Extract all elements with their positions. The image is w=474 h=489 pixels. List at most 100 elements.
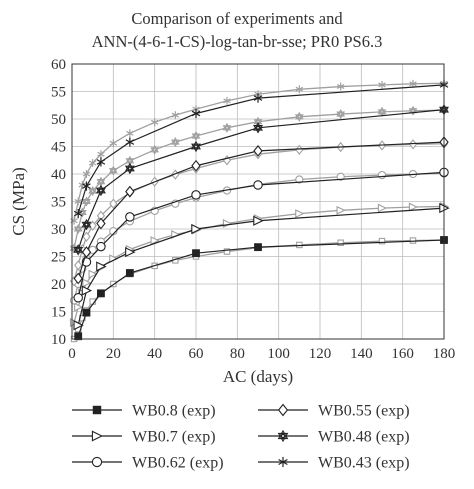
y-tick-label: 55: [51, 85, 66, 101]
ann-point: [82, 278, 92, 288]
legend-marker: [91, 430, 104, 442]
marker-shape: [377, 109, 387, 117]
ann-point: [126, 129, 134, 138]
marker-shape: [223, 98, 231, 104]
y-tick-label: 20: [51, 277, 66, 293]
x-tick-label: 140: [350, 346, 373, 362]
marker-shape: [295, 175, 304, 184]
legend-label: WB0.8 (exp): [132, 403, 216, 420]
marker-shape: [125, 212, 135, 222]
exp-point: [191, 190, 201, 200]
marker-shape: [223, 248, 231, 255]
ann-point: [336, 172, 345, 181]
marker-shape: [73, 247, 84, 256]
marker-shape: [84, 199, 89, 204]
tick-labels: 0 20 40 60 80 100 120 140 160 180 10 15 20 25 30 35 40 45…: [51, 57, 455, 362]
marker-shape: [380, 110, 384, 114]
legend: WB0.8 (exp) WB0.7 (exp) WB0.62 (exp) WB0.55…: [72, 403, 410, 472]
marker-shape: [280, 433, 286, 439]
ann-point: [82, 231, 91, 242]
marker-shape: [253, 144, 263, 157]
marker-shape: [82, 278, 92, 288]
exp-curve: [77, 239, 445, 337]
exp-point: [125, 212, 135, 222]
legend-marker: [278, 456, 288, 468]
marker-shape: [191, 159, 201, 172]
y-tick-label: 45: [51, 140, 66, 156]
marker-shape: [92, 405, 102, 415]
chart-title-line-2: ANN-(4-6-1-CS)-log-tan-br-sse; PR0 PS6.3: [91, 32, 383, 51]
marker-shape: [128, 159, 132, 163]
legend-label: WB0.62 (exp): [132, 455, 224, 472]
marker-shape: [173, 140, 178, 144]
marker-shape: [88, 188, 98, 197]
marker-shape: [222, 125, 232, 133]
marker-shape: [378, 82, 386, 88]
ann-point: [150, 144, 160, 155]
marker-shape: [297, 115, 302, 119]
marker-shape: [74, 199, 82, 204]
marker-shape: [408, 202, 419, 212]
ann-point: [170, 137, 180, 148]
exp-point: [82, 181, 91, 191]
exp-point: [125, 269, 134, 277]
x-tick-label: 60: [189, 346, 204, 362]
legend-entry: WB0.55 (exp): [258, 403, 410, 420]
marker-shape: [111, 168, 116, 173]
marker-shape: [73, 210, 83, 217]
marker-shape: [73, 272, 83, 285]
ann-point: [295, 85, 304, 94]
marker-shape: [73, 226, 83, 235]
x-tick-label: 80: [230, 346, 245, 362]
marker-shape: [88, 269, 98, 279]
ann-point: [408, 139, 418, 150]
marker-shape: [78, 182, 87, 188]
marker-shape: [338, 112, 343, 116]
marker-shape: [336, 111, 346, 120]
ann-point: [88, 185, 98, 197]
ann-point: [336, 82, 345, 91]
legend-marker: [277, 403, 289, 417]
marker-shape: [96, 261, 107, 272]
marker-shape: [73, 292, 83, 303]
exp-point: [253, 93, 263, 103]
plot-frame: [71, 63, 445, 340]
ann-point: [408, 105, 418, 116]
marker-shape: [73, 320, 84, 331]
marker-shape: [76, 247, 81, 252]
exp-point: [191, 223, 202, 235]
ann-point: [222, 219, 233, 228]
exp-point: [82, 308, 91, 317]
marker-shape: [254, 243, 262, 252]
marker-shape: [191, 110, 201, 117]
legend-entry: WB0.62 (exp): [72, 455, 224, 472]
marker-shape: [127, 166, 132, 171]
exp-point: [253, 215, 264, 226]
exp-point: [191, 159, 201, 172]
x-axis-label: AC (days): [223, 367, 293, 386]
exp-point: [81, 285, 93, 296]
y-axis-label: CS (MPa): [9, 167, 28, 235]
marker-shape: [125, 247, 136, 258]
marker-shape: [124, 165, 135, 175]
exp-point: [253, 122, 263, 134]
x-tick-label: 20: [106, 346, 121, 362]
marker-shape: [88, 160, 97, 166]
marker-shape: [82, 183, 91, 189]
ann-point: [108, 165, 118, 176]
exp-point: [73, 272, 83, 285]
ann-point: [88, 269, 98, 279]
ann-point: [408, 202, 419, 212]
y-tick-label: 35: [51, 195, 66, 211]
exp-point: [191, 108, 201, 119]
ann-point: [222, 122, 232, 133]
legend-entry: WB0.8 (exp): [72, 403, 216, 420]
exp-point: [73, 292, 83, 303]
x-tick-label: 120: [309, 346, 332, 362]
marker-shape: [96, 179, 106, 187]
marker-shape: [82, 308, 91, 317]
legend-marker: [277, 429, 289, 443]
marker-shape: [81, 246, 92, 259]
marker-shape: [408, 108, 418, 116]
marker-shape: [126, 130, 134, 136]
